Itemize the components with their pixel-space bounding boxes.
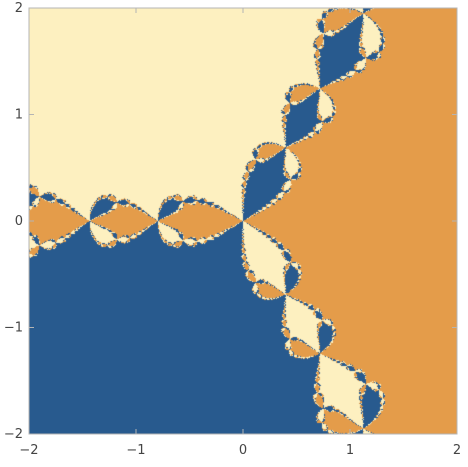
x-axis-ticks: −2 −1 0 1 2 [19, 8, 461, 458]
x-tick-label: 0 [239, 443, 247, 458]
x-tick-label: 2 [453, 443, 461, 458]
y-axis-ticks: −2 −1 0 1 2 [4, 1, 457, 442]
y-tick-label: −2 [4, 427, 23, 442]
x-tick-label: 1 [346, 443, 354, 458]
y-tick-label: 2 [15, 1, 23, 16]
x-tick-label: −2 [19, 443, 38, 458]
x-tick-label: −1 [126, 443, 145, 458]
y-tick-label: 1 [15, 108, 23, 123]
basin-heatmap [29, 8, 457, 434]
y-tick-label: 0 [15, 214, 23, 229]
y-tick-label: −1 [4, 321, 23, 336]
